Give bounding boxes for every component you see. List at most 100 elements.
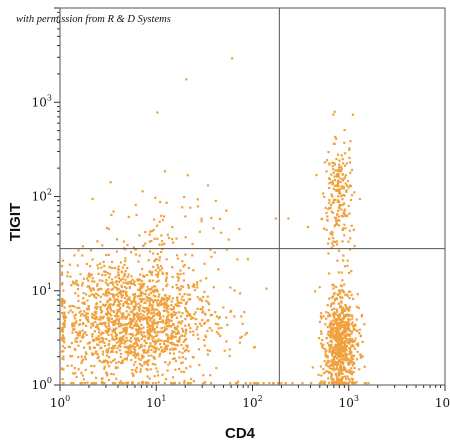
data-point (170, 333, 173, 336)
data-point (132, 246, 135, 249)
data-point (143, 310, 146, 313)
data-point (349, 352, 352, 355)
data-point (166, 307, 169, 310)
data-point (351, 354, 354, 357)
data-point (100, 336, 103, 339)
data-point (163, 309, 167, 312)
data-point (121, 382, 124, 385)
data-point (200, 220, 203, 223)
data-point (84, 324, 88, 327)
data-point (137, 318, 140, 321)
data-point (152, 228, 155, 231)
data-point (177, 340, 180, 343)
data-point (132, 342, 135, 345)
data-point (331, 347, 334, 350)
data-point (134, 301, 137, 304)
data-point (92, 293, 95, 296)
data-point (347, 358, 350, 361)
data-point (103, 365, 106, 368)
data-point (108, 297, 112, 300)
data-point (175, 344, 178, 347)
data-point (347, 307, 351, 311)
data-point (125, 317, 128, 320)
data-point (166, 316, 169, 319)
data-point (328, 381, 331, 384)
data-point (350, 361, 354, 364)
data-point (167, 236, 170, 240)
data-point (348, 212, 351, 215)
data-point (131, 310, 134, 314)
data-point (146, 320, 149, 323)
data-point (99, 347, 102, 350)
data-point (337, 182, 340, 185)
data-point (206, 295, 209, 298)
data-point (176, 296, 179, 299)
data-point (332, 313, 335, 316)
data-point (351, 330, 354, 333)
data-point (332, 323, 335, 327)
data-point (142, 285, 145, 288)
data-point (74, 337, 77, 340)
data-point (202, 295, 205, 299)
data-point (338, 323, 341, 326)
x-tick-label: 104 (435, 394, 450, 410)
data-point (340, 380, 343, 383)
data-point (367, 382, 370, 385)
data-point (134, 328, 138, 331)
data-point (181, 285, 185, 288)
data-point (154, 285, 157, 288)
data-point (331, 283, 334, 286)
data-point (136, 337, 140, 340)
data-point (135, 253, 138, 256)
data-point (158, 355, 161, 358)
data-point (331, 242, 334, 245)
data-point (131, 301, 134, 304)
data-point (330, 335, 333, 338)
data-point (120, 299, 123, 302)
data-point (333, 316, 336, 319)
data-point (88, 346, 91, 349)
data-point (99, 318, 102, 321)
data-point (75, 340, 79, 343)
data-point (168, 297, 171, 300)
data-point (193, 289, 196, 292)
data-point (113, 338, 116, 341)
data-point (148, 288, 151, 291)
data-point (182, 299, 185, 302)
data-point (134, 342, 137, 345)
data-point (91, 258, 94, 261)
data-point (337, 199, 340, 202)
data-point (97, 318, 100, 321)
data-point (149, 344, 152, 347)
outlier-point (287, 217, 290, 220)
data-point (325, 317, 328, 320)
data-point (95, 308, 98, 311)
data-point (320, 342, 323, 345)
data-point (133, 313, 136, 316)
data-point (349, 362, 352, 365)
data-point (341, 324, 345, 327)
data-point (105, 289, 108, 292)
data-point (200, 308, 203, 311)
data-point (110, 317, 113, 320)
data-point (167, 321, 170, 324)
data-point (95, 303, 98, 306)
data-point (92, 338, 95, 341)
data-point (150, 317, 153, 320)
data-point (335, 319, 338, 322)
data-point (131, 333, 134, 336)
data-point (346, 376, 349, 379)
data-point (330, 373, 334, 376)
data-point (147, 336, 150, 339)
data-point (140, 345, 143, 348)
data-point (102, 260, 105, 263)
data-point (330, 382, 334, 385)
data-point (176, 302, 179, 305)
data-point (118, 310, 121, 313)
data-point (161, 267, 164, 270)
data-point (144, 307, 147, 310)
data-point (336, 174, 339, 178)
data-point (172, 342, 175, 345)
data-point (348, 161, 351, 164)
data-point (328, 272, 331, 275)
